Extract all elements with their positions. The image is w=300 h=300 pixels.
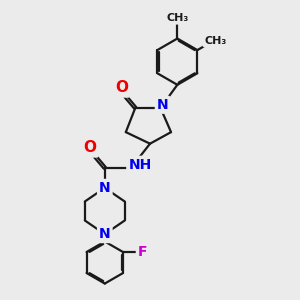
Text: CH₃: CH₃ [167,13,189,23]
Text: N: N [99,227,111,241]
Text: F: F [138,245,147,259]
Text: NH: NH [128,158,152,172]
Text: O: O [115,80,128,95]
Text: N: N [99,181,111,195]
Text: O: O [84,140,97,155]
Text: CH₃: CH₃ [204,36,226,46]
Text: N: N [157,98,168,112]
